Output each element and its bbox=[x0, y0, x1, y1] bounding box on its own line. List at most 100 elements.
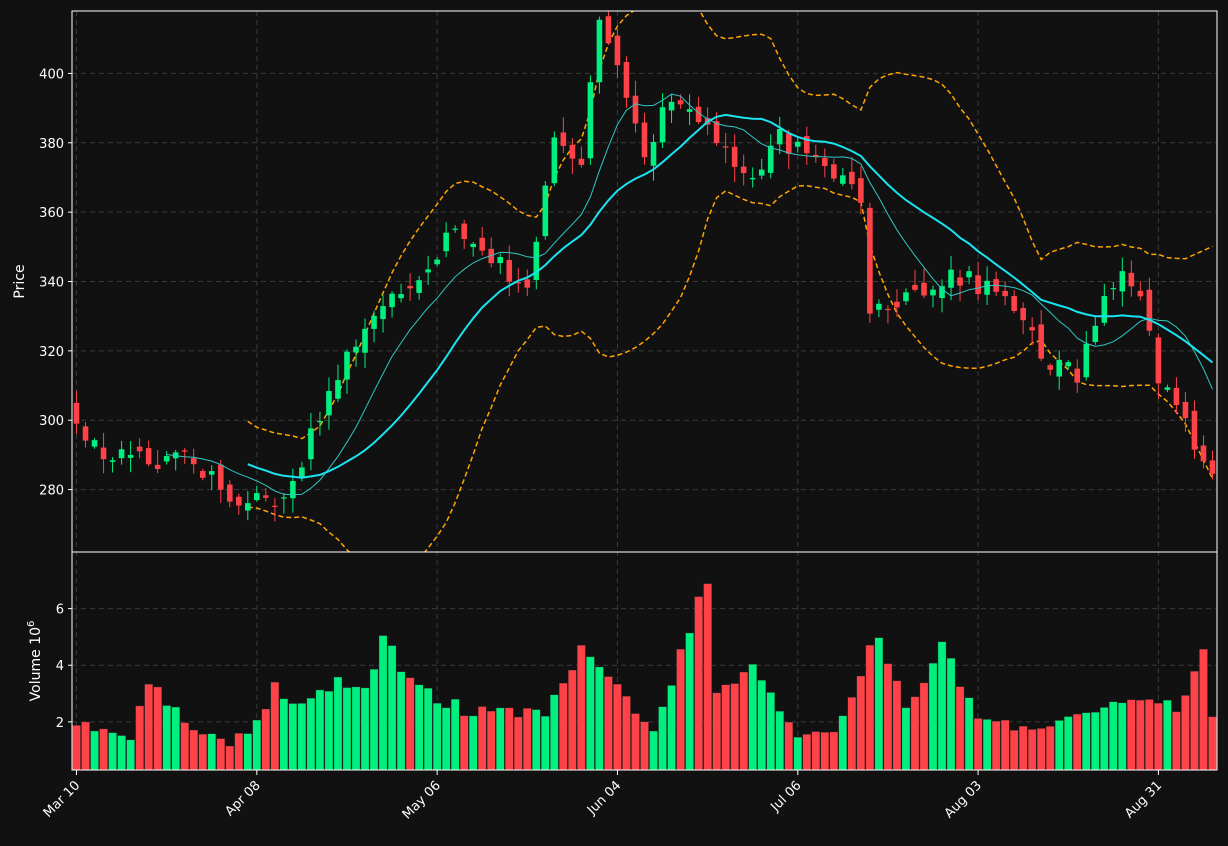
candle-body bbox=[524, 279, 531, 288]
volume-bar bbox=[883, 663, 893, 771]
volume-bar bbox=[658, 706, 667, 771]
candle-body bbox=[100, 447, 107, 460]
candle-body bbox=[984, 280, 990, 295]
candle-body bbox=[290, 481, 296, 499]
candle-body bbox=[109, 460, 116, 462]
volume-bar bbox=[1127, 699, 1136, 771]
candle-body bbox=[506, 260, 513, 282]
candle-body bbox=[794, 141, 801, 147]
candle-body bbox=[1074, 368, 1081, 383]
volume-bar bbox=[820, 732, 829, 771]
volume-bar bbox=[532, 709, 541, 771]
candle-body bbox=[533, 241, 540, 280]
volume-bar bbox=[1046, 726, 1055, 771]
candle-body bbox=[686, 109, 693, 112]
candle-body bbox=[199, 470, 206, 478]
volume-bar bbox=[1009, 730, 1019, 771]
volume-bar bbox=[90, 730, 99, 771]
volume-bar bbox=[171, 706, 180, 771]
candle-body bbox=[371, 315, 377, 329]
candle-body bbox=[894, 301, 900, 308]
volume-bar bbox=[595, 666, 604, 771]
candle-body bbox=[73, 402, 80, 424]
volume-bar bbox=[1190, 671, 1199, 771]
candle-body bbox=[470, 243, 476, 248]
volume-bar bbox=[234, 733, 243, 771]
candle-body bbox=[939, 286, 945, 299]
candle-body bbox=[840, 175, 846, 184]
volume-bar bbox=[469, 715, 478, 771]
volume-bar bbox=[496, 707, 505, 771]
candle-body bbox=[731, 146, 738, 167]
candle-body bbox=[425, 269, 431, 273]
candle-body bbox=[849, 171, 855, 185]
volume-bar bbox=[874, 637, 884, 771]
candle-body bbox=[650, 141, 657, 166]
candle-body bbox=[353, 346, 359, 353]
volume-bar bbox=[712, 692, 721, 771]
candle-body bbox=[1083, 343, 1090, 378]
candle-body bbox=[344, 351, 350, 380]
candle-body bbox=[145, 448, 152, 465]
candle-body bbox=[867, 207, 873, 314]
volume-bar bbox=[162, 705, 171, 771]
volume-bar bbox=[432, 703, 442, 771]
candle-body bbox=[695, 106, 702, 123]
candle-body bbox=[1128, 272, 1135, 287]
volume-bar bbox=[613, 684, 622, 771]
candle-body bbox=[758, 169, 765, 176]
candle-body bbox=[957, 277, 963, 286]
price-tick-label: 360 bbox=[39, 206, 64, 221]
volume-bar bbox=[81, 721, 90, 771]
candle-body bbox=[1029, 327, 1035, 331]
volume-bar bbox=[541, 716, 550, 771]
volume-bar bbox=[207, 733, 216, 771]
volume-bar bbox=[865, 645, 875, 771]
volume-bar bbox=[198, 734, 207, 771]
volume-bar bbox=[1073, 713, 1082, 771]
candle-body bbox=[560, 132, 567, 146]
candle-body bbox=[317, 420, 323, 423]
volume-bar bbox=[1028, 729, 1037, 771]
lower-band-line bbox=[247, 184, 1214, 552]
volume-bar bbox=[793, 737, 802, 771]
candle-body bbox=[208, 471, 215, 475]
volume-bar bbox=[117, 735, 126, 771]
volume-bar bbox=[577, 645, 586, 771]
candle-body bbox=[587, 82, 594, 159]
volume-panel-frame bbox=[71, 551, 1218, 771]
price-tick-label: 380 bbox=[39, 137, 64, 152]
candle-body bbox=[461, 223, 467, 240]
candle-body bbox=[1164, 387, 1171, 390]
volume-bar bbox=[1019, 726, 1028, 771]
candle-body bbox=[299, 467, 305, 478]
candle-body bbox=[903, 292, 909, 302]
volume-bar bbox=[730, 683, 739, 771]
candle-body bbox=[858, 178, 864, 203]
volume-bar bbox=[802, 734, 811, 771]
candle-body bbox=[713, 121, 720, 144]
volume-bar bbox=[1109, 701, 1118, 771]
volume-bar bbox=[135, 705, 144, 771]
volume-bar bbox=[153, 686, 162, 771]
volume-bar bbox=[784, 722, 793, 771]
volume-bar bbox=[1208, 716, 1217, 771]
volume-bar bbox=[270, 682, 280, 771]
price-tick-label: 320 bbox=[39, 345, 64, 360]
volume-bar bbox=[252, 719, 261, 771]
volume-bar bbox=[478, 706, 487, 771]
candle-body bbox=[623, 62, 630, 98]
volume-bar bbox=[514, 716, 523, 771]
volume-bar bbox=[225, 745, 234, 771]
candle-body bbox=[641, 122, 648, 158]
volume-bar bbox=[189, 729, 198, 771]
candle-body bbox=[668, 101, 675, 111]
volume-bar bbox=[856, 675, 866, 771]
volume-bar bbox=[405, 677, 415, 771]
candle-body bbox=[181, 450, 188, 452]
candle-body bbox=[921, 282, 927, 296]
volume-bar bbox=[847, 697, 857, 771]
candle-body bbox=[912, 284, 918, 290]
candle-body bbox=[831, 164, 837, 179]
candle-body bbox=[1020, 308, 1026, 321]
